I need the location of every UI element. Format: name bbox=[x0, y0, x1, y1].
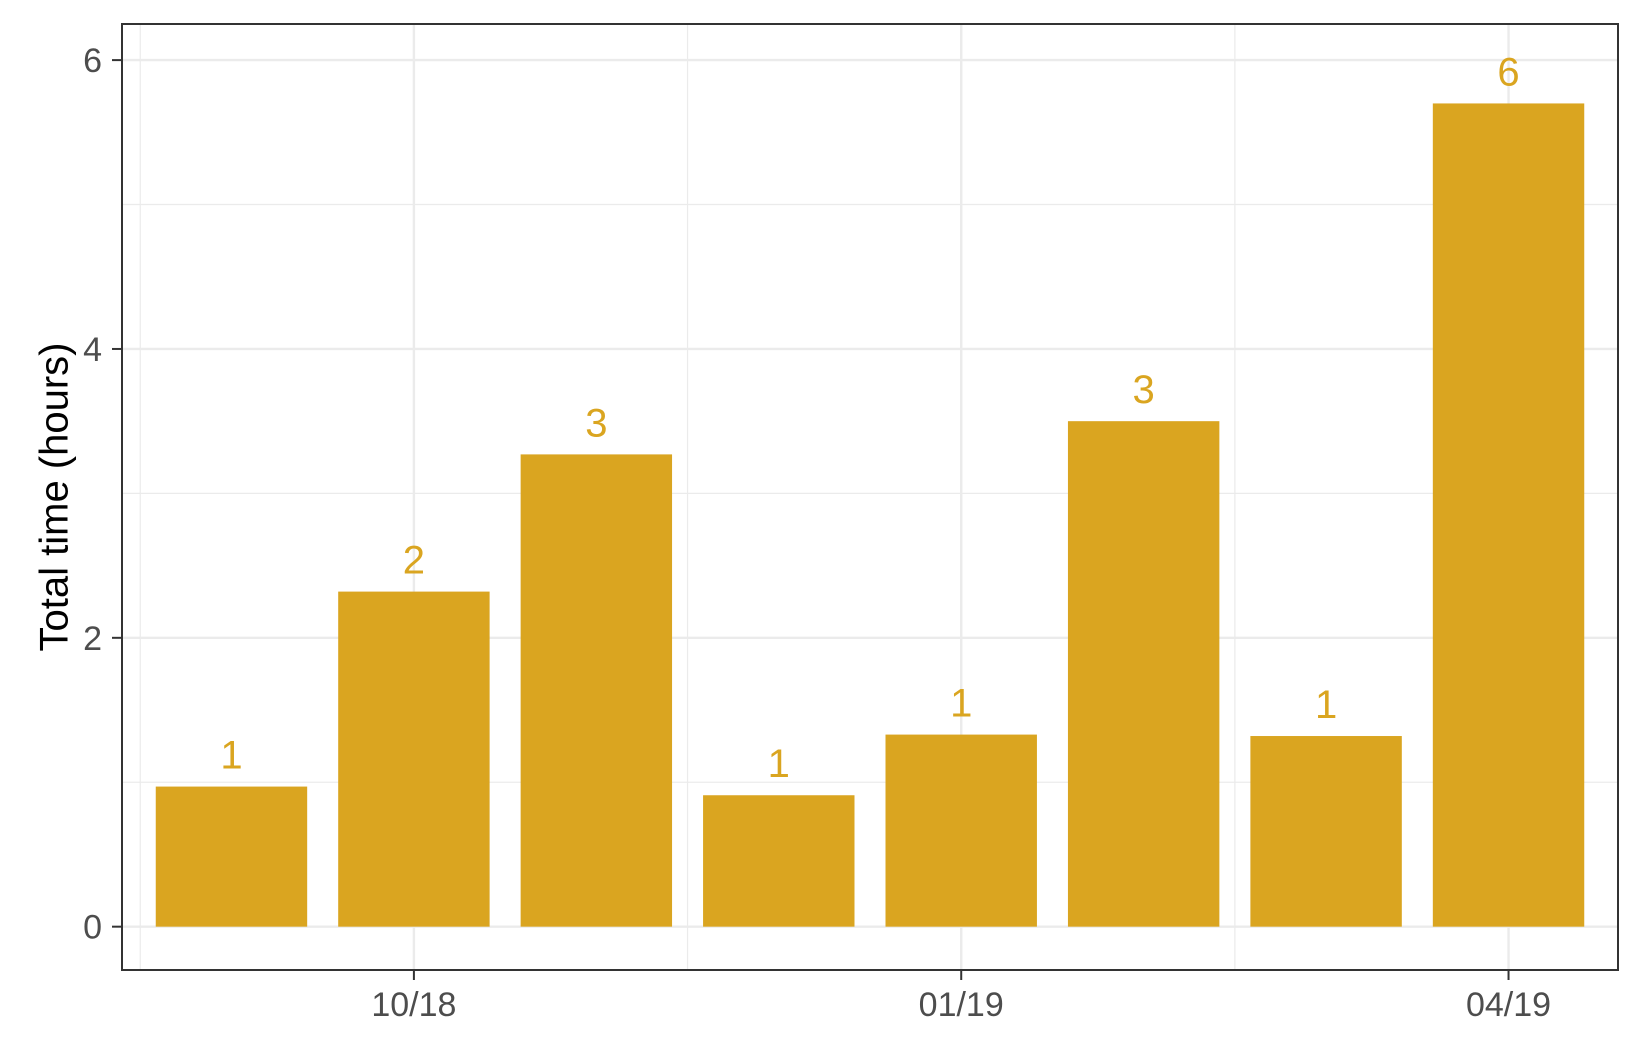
bar-value-label: 2 bbox=[403, 539, 425, 583]
bar bbox=[338, 591, 490, 927]
bar-value-label: 3 bbox=[585, 401, 607, 445]
bar-value-label: 1 bbox=[1315, 683, 1337, 727]
bar-value-label: 1 bbox=[768, 742, 790, 786]
bar bbox=[520, 454, 673, 927]
x-tick-label: 04/19 bbox=[1466, 986, 1551, 1024]
bar-value-label: 3 bbox=[1133, 368, 1155, 412]
bar bbox=[885, 734, 1037, 927]
bar-value-label: 1 bbox=[220, 734, 242, 778]
bar bbox=[155, 786, 308, 927]
y-tick-label: 4 bbox=[83, 331, 102, 369]
bars bbox=[155, 103, 1585, 927]
x-tick-label: 01/19 bbox=[919, 986, 1004, 1024]
plot-panel-border bbox=[121, 23, 1619, 971]
bar bbox=[1432, 103, 1585, 927]
y-tick-label: 2 bbox=[83, 620, 102, 658]
bar bbox=[703, 795, 855, 927]
bar bbox=[1067, 421, 1220, 927]
x-tick-label: 10/18 bbox=[371, 986, 456, 1024]
bar-value-label: 6 bbox=[1497, 50, 1519, 94]
bar bbox=[1250, 736, 1402, 927]
y-tick-label: 0 bbox=[83, 909, 102, 947]
y-tick-label: 6 bbox=[83, 42, 102, 80]
bar-value-label: 1 bbox=[950, 682, 972, 726]
axes: 0 2 4 6 10/18 01/19 04/19 bbox=[83, 42, 1551, 1024]
y-axis-title: Total time (hours) bbox=[33, 343, 77, 652]
data-labels: 1 2 3 1 1 3 1 6 bbox=[220, 50, 1519, 786]
